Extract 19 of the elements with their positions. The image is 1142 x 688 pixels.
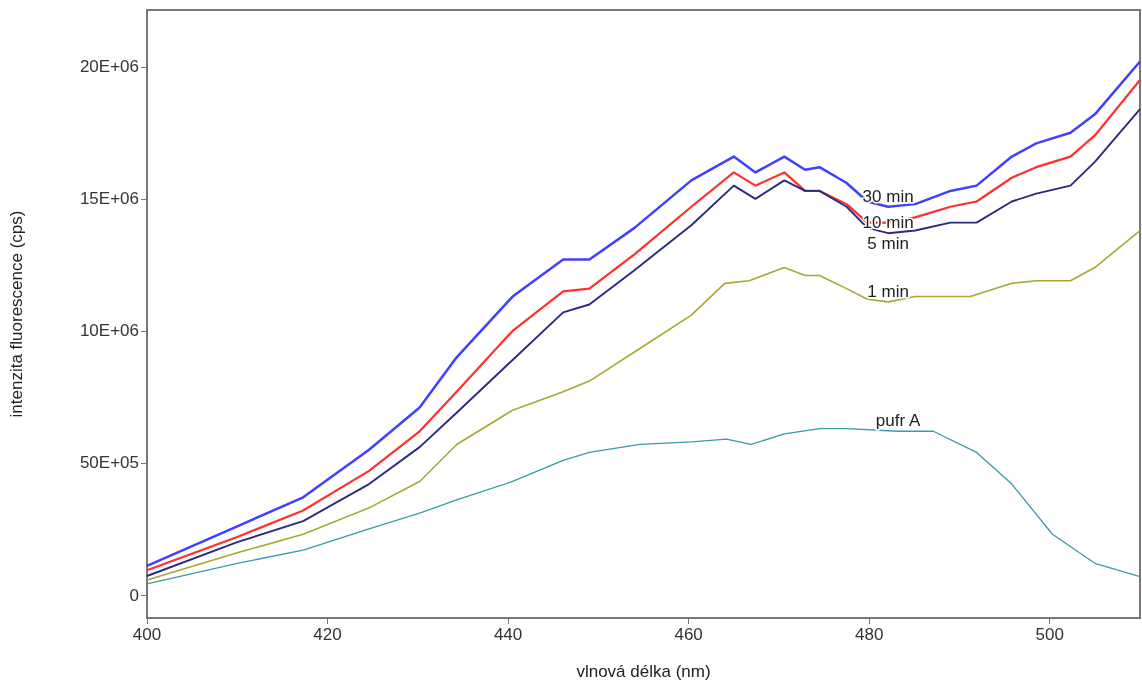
- y-axis-title: intenzita fluorescence (cps): [7, 210, 26, 418]
- x-tick-label: 420: [313, 625, 342, 644]
- series-label: 5 min: [867, 234, 909, 254]
- y-tick-label: 0: [129, 585, 139, 605]
- series-label: 30 min: [862, 186, 914, 206]
- y-tick-label: 15E+06: [79, 189, 139, 209]
- line-series: [146, 229, 1141, 581]
- y-tick-label: 10E+06: [79, 321, 139, 341]
- x-tick-label: 480: [854, 625, 884, 644]
- y-tick-label: 20E+06: [79, 57, 139, 77]
- x-tick-label: 500: [1035, 625, 1064, 644]
- x-tick-label: 440: [493, 625, 523, 644]
- x-tick-label: 460: [674, 625, 703, 644]
- series-label: 1 min: [867, 281, 909, 301]
- x-tick-label: 400: [132, 625, 162, 644]
- line-series: [146, 427, 1141, 585]
- series-label: pufr A: [875, 411, 921, 431]
- x-axis-title: vlnová délka (nm): [576, 662, 711, 681]
- y-tick-label: 50E+05: [79, 453, 139, 473]
